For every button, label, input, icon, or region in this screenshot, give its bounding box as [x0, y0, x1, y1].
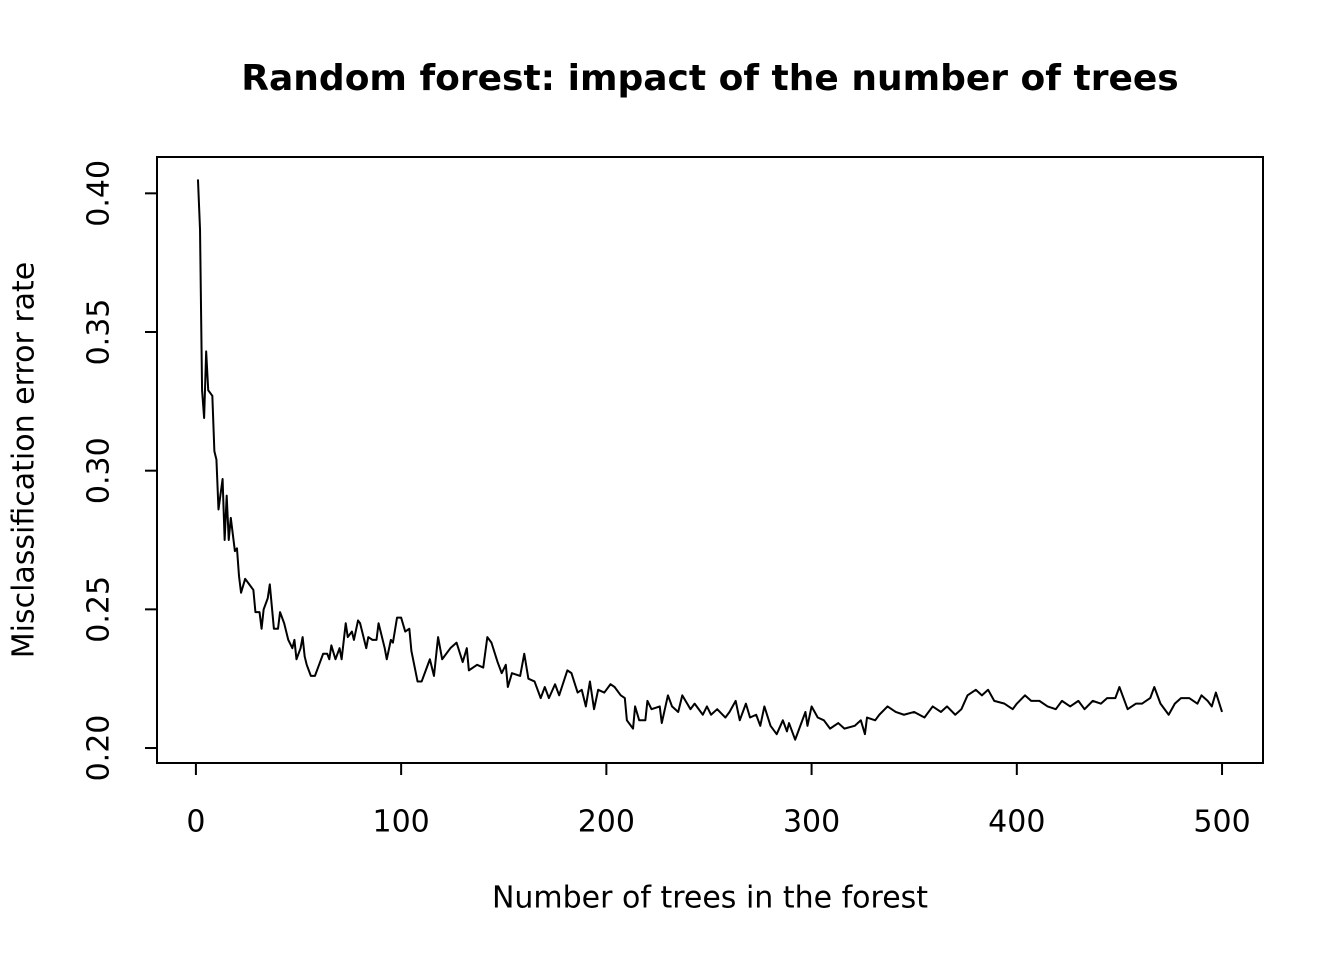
x-tick-label: 400 [988, 805, 1045, 840]
x-tick-label: 300 [783, 805, 840, 840]
y-tick-label: 0.30 [82, 437, 117, 504]
x-tick-label: 200 [578, 805, 635, 840]
chart-title: Random forest: impact of the number of t… [241, 58, 1178, 99]
x-tick-label: 500 [1193, 805, 1250, 840]
y-axis-label: Misclassification error rate [7, 262, 42, 659]
y-tick-label: 0.35 [82, 299, 117, 366]
y-tick-label: 0.25 [82, 576, 117, 643]
y-tick-label: 0.40 [82, 160, 117, 227]
x-axis-label: Number of trees in the forest [492, 881, 928, 916]
x-tick-label: 100 [373, 805, 430, 840]
x-tick-label: 0 [186, 805, 205, 840]
data-line [196, 179, 1223, 741]
y-tick-label: 0.20 [82, 715, 117, 782]
